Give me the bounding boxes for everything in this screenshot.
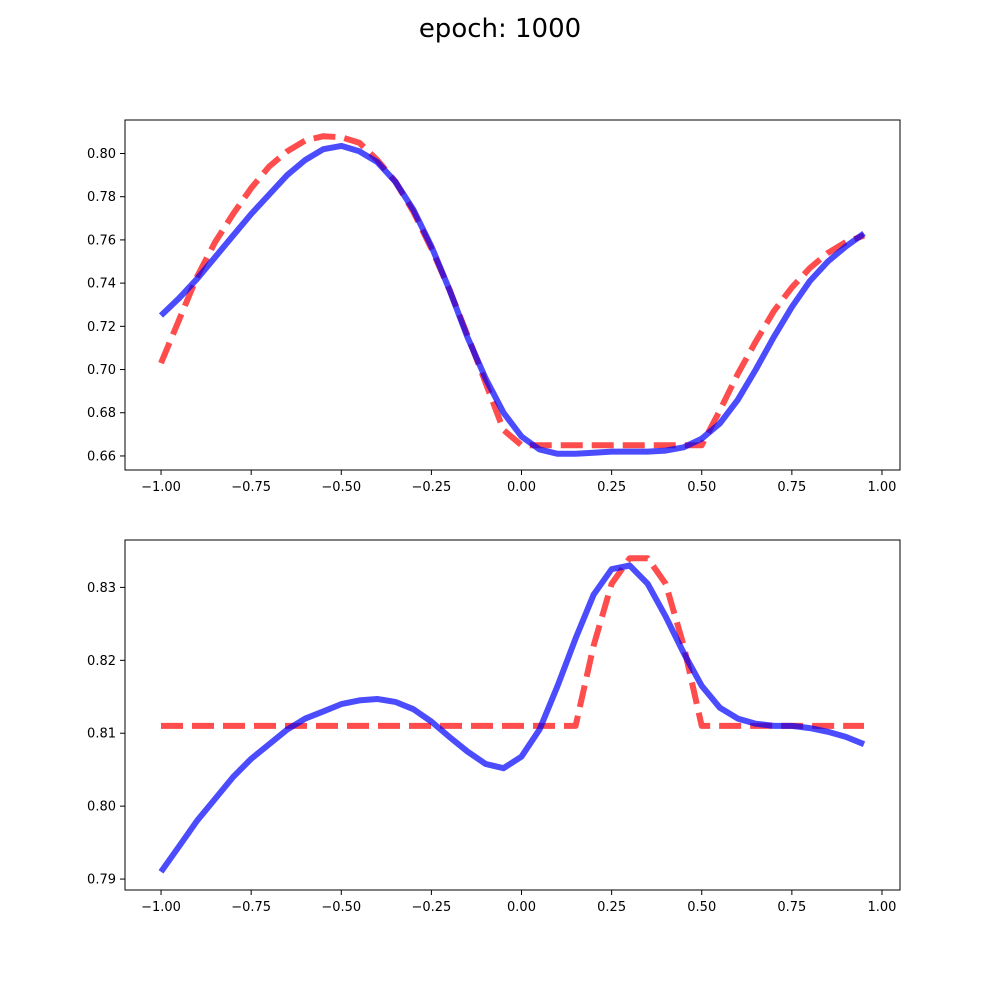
y-tick-label: 0.83	[87, 581, 116, 596]
y-tick-label: 0.74	[87, 277, 116, 292]
x-tick-label: 0.25	[597, 480, 626, 495]
x-tick-label: −0.75	[231, 900, 271, 915]
x-tick-label: −0.75	[231, 480, 271, 495]
y-tick-label: 0.80	[87, 800, 116, 815]
axes-2: −1.00 −0.75 −0.50 −0.25 0.00 0.25 0.50 0.75 1.00…	[87, 539, 901, 915]
axes-1: −1.00 −0.75 −0.50 −0.25 0.00 0.25 0.50 0.75 1.00…	[87, 119, 901, 495]
y-tick-label: 0.76	[87, 233, 116, 248]
series-line-dashed	[161, 555, 864, 729]
x-tick-label: 0.75	[777, 900, 806, 915]
series-line-dashed	[158, 133, 866, 449]
y-tick-label: 0.81	[87, 727, 116, 742]
figure-title: epoch: 1000	[418, 14, 582, 44]
x-tick-label: 1.00	[868, 900, 897, 915]
y-tick-label: 0.82	[87, 654, 116, 669]
axes-frame	[124, 539, 901, 891]
y-tick-label: 0.78	[87, 190, 116, 205]
y-tick-label: 0.66	[87, 449, 116, 464]
x-tick-label: 0.00	[507, 480, 536, 495]
x-tick-label: −0.25	[411, 480, 451, 495]
series-line-solid	[158, 142, 866, 457]
y-tick-label: 0.68	[87, 406, 116, 421]
x-tick-label: 0.25	[597, 900, 626, 915]
x-tick-label: 0.00	[507, 900, 536, 915]
y-tick-label: 0.79	[87, 873, 116, 888]
y-tick-label: 0.72	[87, 320, 116, 335]
x-tick-label: −0.25	[411, 900, 451, 915]
y-tick-label: 0.70	[87, 363, 116, 378]
x-tick-label: −1.00	[141, 900, 181, 915]
x-tick-label: −0.50	[321, 480, 361, 495]
x-tick-label: 1.00	[868, 480, 897, 495]
x-tick-label: 0.50	[687, 900, 716, 915]
x-tick-label: 0.75	[777, 480, 806, 495]
x-tick-label: 0.50	[687, 480, 716, 495]
y-tick-label: 0.80	[87, 147, 116, 162]
x-tick-label: −1.00	[141, 480, 181, 495]
axes-frame	[124, 119, 901, 471]
x-tick-label: −0.50	[321, 900, 361, 915]
series-line-solid	[158, 562, 866, 874]
